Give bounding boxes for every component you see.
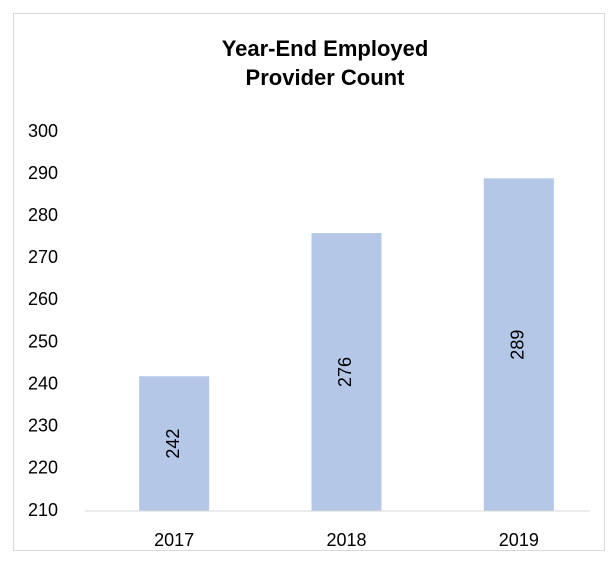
data-label: 289 (508, 330, 528, 360)
y-tick-label: 300 (28, 121, 58, 141)
y-tick-label: 220 (28, 458, 58, 478)
y-tick-label: 250 (28, 331, 58, 351)
y-tick-label: 260 (28, 289, 58, 309)
data-label: 242 (163, 429, 183, 459)
y-tick-label: 290 (28, 163, 58, 183)
y-tick-label: 240 (28, 373, 58, 393)
y-tick-label: 230 (28, 416, 58, 436)
data-label: 276 (335, 357, 355, 387)
bar (483, 178, 554, 512)
y-tick-label: 280 (28, 205, 58, 225)
x-tick-label: 2017 (154, 530, 194, 550)
y-tick-label: 210 (28, 500, 58, 520)
bar (311, 233, 382, 512)
y-tick-label: 270 (28, 247, 58, 267)
x-tick-label: 2018 (326, 530, 366, 550)
bar (139, 376, 210, 511)
chart-title: Year-End Employed Provider Count (221, 36, 429, 90)
x-tick-label: 2019 (499, 530, 539, 550)
